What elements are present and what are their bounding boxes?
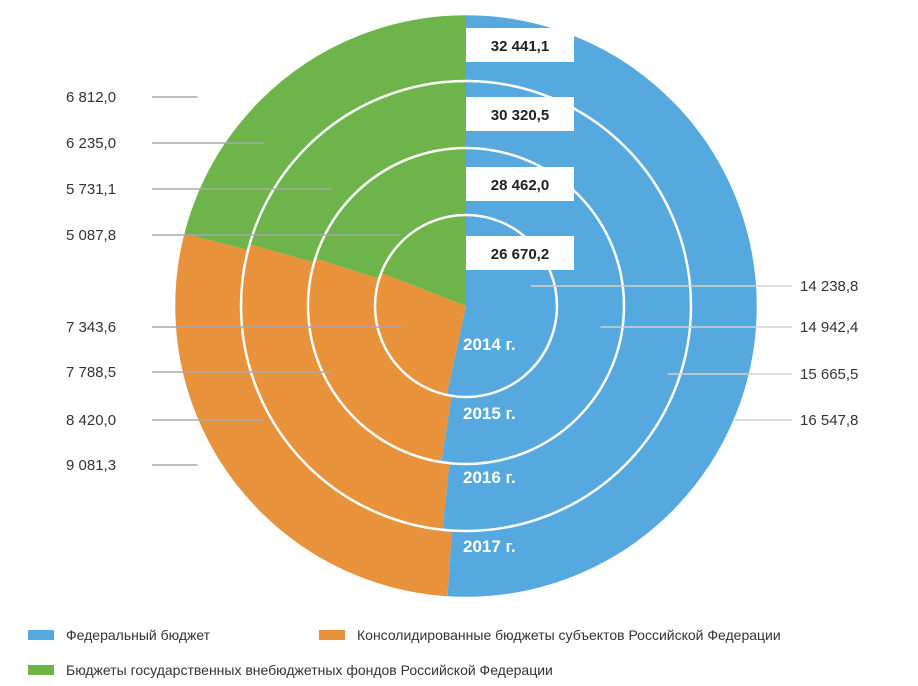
- year-label-2017: 2017 г.: [463, 537, 516, 556]
- sector-funds-2016: [249, 81, 466, 263]
- label-funds-2017: 6 812,0: [66, 89, 116, 106]
- sector-regional-2015: [307, 258, 452, 463]
- total-label-2016: 30 320,5: [491, 107, 549, 124]
- legend-swatch-funds: [28, 665, 54, 675]
- sector-regional-2016: [241, 244, 450, 530]
- sector-federal-2017: [447, 14, 758, 598]
- sector-funds-2014: [381, 215, 466, 306]
- label-federal-2014: 14 238,8: [800, 278, 858, 295]
- year-label-2016: 2016 г.: [463, 468, 516, 487]
- legend-swatch-federal: [28, 630, 54, 640]
- year-label-2015: 2015 г.: [463, 404, 516, 423]
- sector-federal-2015: [441, 148, 624, 464]
- label-regional-2014: 7 343,6: [66, 319, 116, 336]
- label-funds-2014: 5 087,8: [66, 227, 116, 244]
- sector-federal-2016: [442, 81, 692, 531]
- leader-lines: [152, 96, 792, 466]
- year-label-2014: 2014 г.: [463, 335, 516, 354]
- ring-border-0: [373, 213, 559, 399]
- total-box-2016: [466, 97, 574, 131]
- sector-regional-2017: [173, 233, 452, 598]
- label-regional-2017: 9 081,3: [66, 457, 116, 474]
- total-box-2017: [466, 28, 574, 62]
- legend-label-federal: Федеральный бюджет: [66, 627, 211, 643]
- legend-item-federal: Федеральный бюджет: [28, 627, 210, 643]
- total-label-2015: 28 462,0: [491, 177, 549, 194]
- label-funds-2015: 5 731,1: [66, 181, 116, 198]
- label-federal-2015: 14 942,4: [800, 319, 858, 336]
- label-federal-2016: 15 665,5: [800, 366, 858, 383]
- label-federal-2017: 16 547,8: [800, 412, 858, 429]
- ring-chart: 5 087,8 7 343,6 14 238,8 26 670,2 2014 г. 5 7…: [66, 12, 858, 600]
- sector-funds-2015: [315, 148, 466, 279]
- label-regional-2016: 8 420,0: [66, 412, 116, 429]
- legend-label-regional: Консолидированные бюджеты субъектов Росс…: [357, 627, 781, 643]
- legend-item-funds: Бюджеты государственных внебюджетных фон…: [28, 662, 553, 678]
- total-label-2017: 32 441,1: [491, 38, 549, 55]
- total-label-2014: 26 670,2: [491, 246, 549, 263]
- legend-item-regional: Консолидированные бюджеты субъектов Росс…: [319, 627, 781, 643]
- ring-border-2: [239, 79, 693, 533]
- ring-border-1: [306, 146, 626, 466]
- legend-swatch-regional: [319, 630, 345, 640]
- total-box-2015: [466, 167, 574, 201]
- sector-funds-2017: [183, 14, 466, 251]
- total-box-2014: [466, 236, 574, 270]
- label-funds-2016: 6 235,0: [66, 135, 116, 152]
- ring-labels: 5 087,8 7 343,6 14 238,8 26 670,2 2014 г. 5 7…: [66, 28, 858, 556]
- ring-sectors: [173, 14, 758, 598]
- ring-border-3: [172, 12, 760, 600]
- ring-borders: [172, 12, 760, 600]
- label-regional-2015: 7 788,5: [66, 364, 116, 381]
- legend-label-funds: Бюджеты государственных внебюджетных фон…: [66, 662, 553, 678]
